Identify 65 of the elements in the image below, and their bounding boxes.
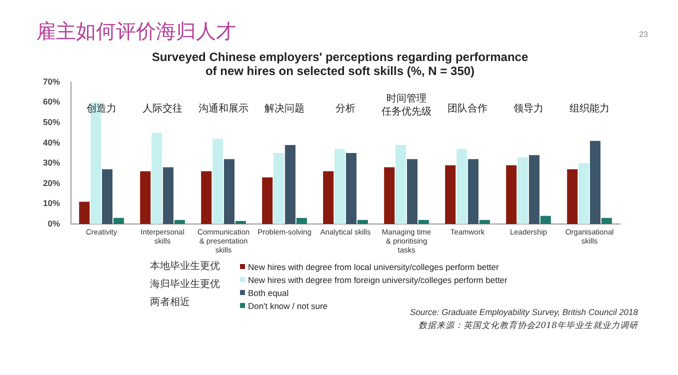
bar bbox=[396, 144, 406, 224]
y-tick-label: 0% bbox=[48, 218, 60, 228]
annotation: 解决问题 bbox=[264, 102, 305, 115]
annotation: 团队合作 bbox=[448, 102, 488, 115]
bar bbox=[418, 220, 429, 224]
bar bbox=[212, 138, 224, 224]
annotation: 人际交往 bbox=[142, 102, 183, 115]
bar bbox=[113, 218, 124, 224]
source-note: 数据来源：英国文化教育协会2018年毕业生就业力调研 bbox=[418, 320, 638, 332]
annotation: 沟通和展示 bbox=[198, 102, 249, 115]
bar bbox=[384, 167, 395, 224]
y-tick-label: 60% bbox=[42, 96, 60, 107]
bar bbox=[296, 218, 307, 224]
bar bbox=[174, 220, 185, 224]
y-tick-label: 30% bbox=[42, 158, 60, 168]
bar bbox=[224, 159, 234, 224]
y-tick-label: 50% bbox=[42, 116, 60, 127]
text: 两者相近 bbox=[150, 297, 190, 308]
bar bbox=[162, 167, 174, 224]
annotation: 组织能力 bbox=[570, 102, 610, 115]
text: 23 bbox=[639, 30, 648, 39]
bar bbox=[79, 202, 90, 224]
annotation: 领导力 bbox=[514, 102, 544, 115]
bar bbox=[140, 171, 151, 224]
y-tick-label: 20% bbox=[42, 178, 60, 188]
bar bbox=[102, 169, 112, 224]
legend-label: Don't know / not sure bbox=[248, 300, 328, 310]
bar bbox=[262, 177, 273, 224]
legend-label: Both equal bbox=[248, 288, 289, 298]
annotation: 分析 bbox=[336, 102, 356, 115]
chart-title: 雇主如何评价海归人才 bbox=[36, 18, 236, 45]
y-tick-label: 10% bbox=[42, 198, 60, 208]
bar bbox=[518, 157, 528, 224]
text: 本地毕业生更优 bbox=[150, 261, 220, 272]
bar bbox=[506, 165, 517, 224]
bar bbox=[274, 153, 284, 224]
bar bbox=[152, 132, 162, 224]
annotation: 任务优先级 bbox=[380, 106, 432, 118]
bar bbox=[334, 148, 346, 224]
bar bbox=[479, 220, 490, 224]
bar bbox=[284, 144, 296, 224]
source-note: Source: Graduate Employability Survey, British Council 2018 bbox=[410, 307, 638, 317]
chart-subtitle: Surveyed Chinese employers' perceptions regarding performance of new hires on selected soft skills (%, N = 350) bbox=[150, 50, 530, 78]
bar bbox=[346, 153, 356, 224]
bar bbox=[528, 155, 540, 224]
bar bbox=[406, 159, 418, 224]
y-tick-label: 40% bbox=[42, 137, 60, 148]
bar bbox=[601, 218, 612, 224]
legend-label: New hires with degree from local university/colleges perform better bbox=[248, 262, 499, 272]
bar bbox=[540, 216, 551, 224]
text: 海归毕业生更优 bbox=[150, 279, 220, 290]
legend-label: New hires with degree from foreign university/colleges perform better bbox=[248, 274, 508, 284]
bar bbox=[468, 159, 478, 224]
annotation: 时间管理 bbox=[386, 92, 427, 105]
bar bbox=[357, 220, 368, 224]
y-tick-label: 70% bbox=[42, 76, 60, 86]
bar bbox=[201, 171, 212, 224]
bar bbox=[456, 148, 468, 224]
bar bbox=[445, 165, 456, 224]
bar bbox=[590, 140, 600, 224]
bar bbox=[323, 171, 334, 224]
bar bbox=[235, 220, 246, 224]
bar bbox=[578, 163, 590, 224]
bar bbox=[567, 169, 578, 224]
annotation: 创造力 bbox=[86, 102, 117, 115]
